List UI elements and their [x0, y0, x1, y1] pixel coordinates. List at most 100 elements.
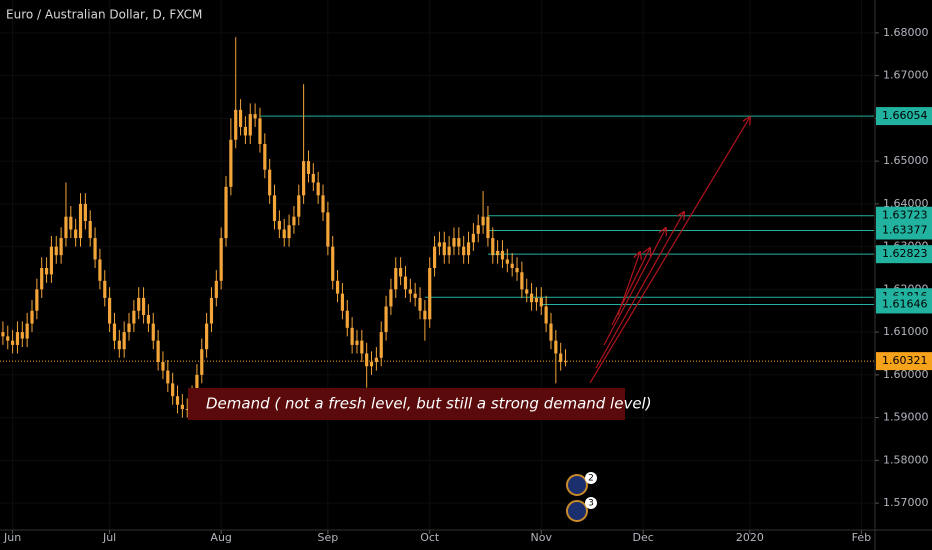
candle-body [224, 186, 228, 239]
candle-body [1, 332, 5, 337]
candle-body [103, 280, 107, 298]
projection-arrows [589, 117, 750, 384]
level-label-box [876, 221, 932, 240]
candle-body [496, 250, 500, 256]
candles-layer [1, 37, 568, 418]
candle-body [175, 396, 180, 405]
candle-body [335, 280, 340, 294]
candle-body [525, 289, 529, 294]
candle-body [510, 263, 514, 268]
candle-body [238, 109, 243, 127]
annotation-text: Demand ( not a fresh level, but still a … [206, 395, 652, 413]
candle-body [311, 173, 315, 183]
x-tick-label: 2020 [736, 531, 764, 544]
candle-body [534, 297, 539, 303]
level-label: 1.61646 [882, 297, 928, 310]
candle-body [20, 332, 24, 339]
candle-body [78, 203, 83, 239]
badge [585, 497, 597, 509]
badge [585, 472, 597, 484]
x-tick-label: Aug [210, 531, 231, 544]
candle-body [132, 310, 136, 324]
event-icon[interactable] [566, 500, 588, 522]
candle-body [161, 362, 165, 371]
candle-body [11, 340, 15, 345]
candle-body [505, 259, 509, 264]
level-label: 1.62823 [882, 247, 928, 260]
candle-body [428, 267, 432, 320]
y-tick-label: 1.61000 [883, 325, 929, 338]
candle-body [219, 238, 223, 281]
badge-count: 2 [588, 474, 594, 484]
level-label-box [876, 107, 932, 126]
candle-body [447, 246, 451, 256]
event-icon[interactable] [566, 474, 588, 496]
candle-body [137, 297, 141, 311]
candle-body [297, 195, 301, 217]
y-tick-label: 1.60000 [883, 368, 929, 381]
level-label-box [876, 245, 932, 264]
candle-body [268, 169, 272, 196]
candle-body [423, 310, 427, 320]
candle-body [263, 144, 267, 170]
candle-body [360, 340, 364, 354]
badge-count: 3 [588, 499, 594, 509]
candle-body [6, 336, 10, 341]
candle-body [88, 220, 92, 239]
axes-layer: 1.570001.580001.590001.600001.610001.620… [3, 26, 932, 544]
candle-body [151, 323, 155, 341]
arrow [617, 252, 640, 316]
candle-body [59, 238, 63, 256]
candle-body [442, 242, 446, 256]
chart-title: Euro / Australian Dollar, D, FXCM [6, 8, 202, 22]
candle-body [287, 225, 291, 239]
candle-body [146, 315, 151, 324]
candle-body [452, 238, 456, 247]
candle-body [25, 323, 29, 339]
candle-body [549, 323, 553, 341]
candle-body [365, 353, 369, 367]
candle-body [272, 195, 277, 221]
candle-body [331, 246, 335, 281]
candle-body [316, 182, 320, 196]
levels-layer [0, 115, 874, 362]
candle-body [64, 216, 68, 239]
candle-body [185, 409, 189, 411]
arrow [595, 212, 684, 369]
candle-body [127, 323, 131, 333]
candle-body [44, 267, 49, 275]
candle-body [292, 216, 296, 226]
candle-body [156, 340, 160, 363]
candle-body [205, 323, 209, 350]
level-label: 1.63723 [882, 209, 928, 222]
candle-body [389, 289, 393, 307]
candle-body [180, 404, 184, 410]
candle-body [209, 297, 214, 324]
arrow [589, 117, 750, 384]
x-tick-label: Feb [852, 531, 871, 544]
candle-body [108, 297, 112, 324]
x-tick-label: Nov [531, 531, 553, 544]
candle-body [15, 332, 20, 345]
candle-body [302, 161, 306, 196]
last-price-box [876, 352, 932, 371]
candle-body [403, 276, 408, 290]
candle-body [98, 259, 102, 281]
candle-body [500, 250, 505, 260]
x-tick-label: Jul [102, 531, 116, 544]
candle-body [54, 246, 58, 256]
candle-body [539, 297, 543, 307]
y-tick-label: 1.68000 [883, 26, 929, 39]
candle-body [49, 246, 54, 275]
y-tick-label: 1.58000 [883, 453, 929, 466]
candle-body [340, 293, 345, 311]
candle-body [69, 216, 73, 230]
candle-body [462, 246, 466, 256]
candle-body [166, 370, 170, 384]
candle-body [122, 332, 126, 350]
candle-body [481, 216, 485, 226]
grid-layer [0, 0, 874, 530]
